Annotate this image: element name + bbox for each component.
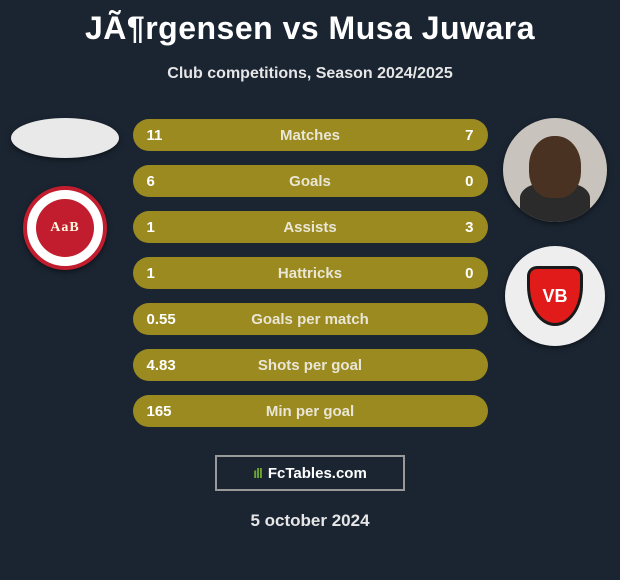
page-title: JÃ¶rgensen vs Musa Juwara: [0, 0, 620, 47]
right-club-badge: VB: [505, 246, 605, 346]
stat-label: Goals: [133, 173, 488, 190]
brand-logo-icon: ıll: [253, 465, 262, 481]
stat-label: Assists: [133, 219, 488, 236]
stat-label: Hattricks: [133, 265, 488, 282]
stat-row-goals: 6 Goals 0: [133, 165, 488, 197]
page-subtitle: Club competitions, Season 2024/2025: [0, 65, 620, 83]
footer-date: 5 october 2024: [0, 511, 620, 531]
stat-row-hattricks: 1 Hattricks 0: [133, 257, 488, 289]
right-club-initials: VB: [527, 266, 583, 326]
stat-label: Min per goal: [133, 403, 488, 420]
stat-label: Shots per goal: [133, 357, 488, 374]
right-player-photo: [503, 118, 607, 222]
stat-row-min-per-goal: 165 Min per goal: [133, 395, 488, 427]
stat-row-goals-per-match: 0.55 Goals per match: [133, 303, 488, 335]
stat-row-matches: 11 Matches 7: [133, 119, 488, 151]
stat-row-assists: 1 Assists 3: [133, 211, 488, 243]
stat-row-shots-per-goal: 4.83 Shots per goal: [133, 349, 488, 381]
left-club-badge: AaB: [23, 186, 107, 270]
left-club-initials: AaB: [36, 199, 94, 257]
left-player-column: AaB: [0, 108, 130, 270]
brand-box: ıll FcTables.com: [215, 455, 405, 491]
stat-label: Matches: [133, 127, 488, 144]
stat-label: Goals per match: [133, 311, 488, 328]
left-player-photo-placeholder: [11, 118, 119, 158]
brand-label: FcTables.com: [268, 465, 367, 482]
right-player-column: VB: [490, 108, 620, 346]
